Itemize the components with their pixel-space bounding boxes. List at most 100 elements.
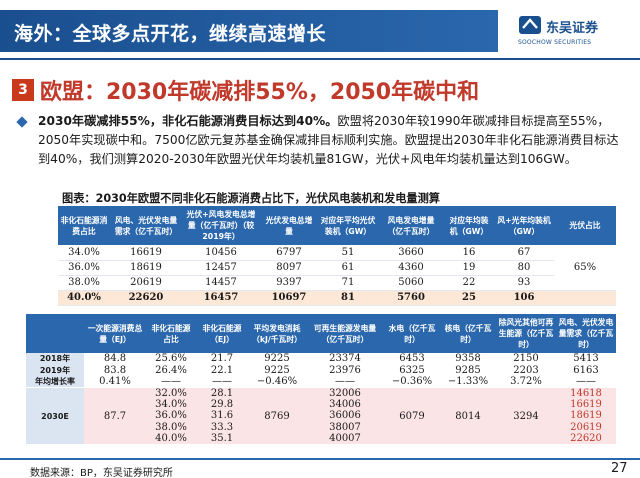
table-cell: 38.0%	[146, 421, 196, 433]
table1-header-cell: 非化石能源消费占比	[58, 206, 110, 245]
table1-header-row: 非化石能源消费占比 风电、光伏发电量需求（亿千瓦时） 光伏+风电发电总增量（亿千…	[58, 206, 616, 245]
paragraph-body: 欧盟将2030年较1990年碳减排目标提高至55%，2050年实现碳中和。750…	[38, 114, 619, 166]
table-cell: 31.6	[196, 410, 248, 422]
table-cell: 87.7	[84, 386, 146, 445]
section-title: 欧盟：2030年碳减排55%，2050年碳中和	[40, 80, 480, 105]
table2-header-cell: 除风光其他可再生能源（亿千瓦时）	[496, 314, 556, 353]
table-cell: 6079	[384, 386, 440, 445]
table-cell: 22	[444, 275, 494, 291]
table-cell: 36.0%	[146, 410, 196, 422]
table-cell: 21.7	[210, 353, 234, 365]
figure-title: 图表：2030年欧盟不同非化石能源消费占比下，光伏风电装机和发电量测算	[62, 192, 440, 205]
table-cell: 93	[494, 275, 554, 291]
data-source-note: 数据来源：BP，东吴证券研究所	[30, 468, 173, 478]
table-cell: 6163	[573, 364, 599, 376]
table-cell: 34006	[306, 398, 384, 411]
table-cell: 25	[444, 290, 494, 306]
table-cell: ——	[161, 375, 181, 387]
table-cell: 61	[318, 260, 378, 276]
logo-subtext: SOOCHOW SECURITIES	[518, 39, 592, 46]
table-cell: 20619	[110, 275, 182, 291]
table-cell: 40.0%	[58, 290, 110, 306]
table2-header-cell: 一次能源消费总量（EJ）	[84, 314, 146, 353]
table-row-2030: 38.0% 33.3 38007 20619	[26, 421, 616, 433]
table-cell: 6797	[260, 245, 318, 261]
table-cell: ——	[335, 375, 355, 387]
table-cell: 38.0%	[58, 275, 110, 291]
table-cell: 16457	[182, 290, 260, 306]
table-cell: 22620	[110, 290, 182, 306]
row-label: 年均增长率	[26, 375, 84, 388]
table-cell: −0.46%	[256, 375, 298, 387]
table-cell: 84.8	[103, 353, 127, 365]
bullet-diamond-icon	[16, 116, 28, 128]
table-cell: 40007	[306, 432, 384, 445]
table-cell: 5413	[573, 353, 599, 365]
table2-header-cell: 非化石能源占比	[146, 314, 196, 353]
table-cell: 3660	[378, 245, 444, 261]
table2-header-row: 一次能源消费总量（EJ） 非化石能源占比 非化石能源（EJ） 平均发电消耗（kJ…	[26, 314, 616, 353]
table1-header-cell: 风+光年均装机（GW）	[494, 206, 554, 245]
table-cell: 6325	[399, 364, 425, 376]
table-cell: 2203	[513, 364, 539, 376]
logo-text: 东吴证券	[546, 21, 599, 36]
table-cell-empty	[554, 290, 616, 306]
table-row-2030: 40.0% 35.1 40007 22620	[26, 432, 616, 445]
table-cell: 18619	[556, 410, 616, 422]
table1-header-cell: 光伏+风电发电总增量（亿千瓦时）（较2019年）	[182, 206, 260, 245]
table-cell: 81	[318, 290, 378, 306]
table-row-2030: 36.0% 31.6 36006 18619	[26, 410, 616, 422]
table-cell: 25.6%	[155, 353, 187, 365]
row-label: 2030E	[26, 386, 84, 445]
table-cell: ——	[212, 375, 232, 387]
table2-header-cell	[26, 314, 84, 353]
table-cell: 32.0%	[146, 386, 196, 399]
table-cell: 9225	[264, 353, 290, 365]
table-cell: 16619	[110, 245, 182, 261]
table-cell: 16	[444, 245, 494, 261]
table1-header-cell: 风电发电增量（亿千瓦时）	[378, 206, 444, 245]
table-cell: 36.0%	[58, 260, 110, 276]
table1-header-cell: 对应年均装机（GW）	[444, 206, 494, 245]
table-cell: 10697	[260, 290, 318, 306]
page-title: 海外：全球多点开花，继续高速增长	[14, 23, 327, 45]
table-cell: 40.0%	[146, 432, 196, 445]
company-logo: 东吴证券 SOOCHOW SECURITIES	[512, 8, 632, 54]
table-cell: 20619	[556, 421, 616, 433]
solar-share-cell: 65%	[554, 245, 616, 291]
table2-header-cell: 平均发电消耗（kJ/千瓦时）	[248, 314, 306, 353]
table-cell: 106	[494, 290, 554, 306]
table-cell: 26.4%	[155, 364, 187, 376]
energy-consumption-table: 一次能源消费总量（EJ） 非化石能源占比 非化石能源（EJ） 平均发电消耗（kJ…	[26, 314, 616, 445]
table1-header-cell: 对应年平均光伏装机（GW）	[318, 206, 378, 245]
table-cell: 33.3	[196, 421, 248, 433]
table-cell: 14457	[182, 275, 260, 291]
table-row: 2018年 84.8 25.6% 21.7 9225 23374 6453 93…	[26, 353, 616, 365]
paragraph-lead: 2030年碳减排55%，非化石能源消费目标达到40%。	[38, 114, 338, 128]
summary-paragraph: 2030年碳减排55%，非化石能源消费目标达到40%。欧盟将2030年较1990…	[38, 112, 628, 169]
table-cell: 8097	[260, 260, 318, 276]
table-cell: −1.33%	[447, 375, 489, 387]
table-cell: 23374	[329, 353, 361, 365]
table2-header-cell: 非化石能源（EJ）	[196, 314, 248, 353]
table-cell: 22.1	[210, 364, 234, 376]
table2-header-cell: 风电、光伏发电量需求（亿千瓦时）	[556, 314, 616, 353]
table-cell: −0.36%	[391, 375, 433, 387]
row-label: 2019年	[26, 364, 84, 376]
table-cell: 16619	[556, 398, 616, 411]
table-cell: 12457	[182, 260, 260, 276]
table-row-2030: 2030E 87.7 32.0% 28.1 8769 32006 6079 80…	[26, 386, 616, 445]
table-cell: 10456	[182, 245, 260, 261]
table-cell: 29.8	[196, 398, 248, 411]
table-cell: 22620	[556, 432, 616, 445]
table-row-2030: 34.0% 29.8 34006 16619	[26, 398, 616, 411]
header-divider	[0, 58, 640, 60]
table-cell: 35.1	[196, 432, 248, 445]
table-cell: 14618	[556, 386, 616, 399]
table-cell: 5760	[378, 290, 444, 306]
table-cell: 8014	[440, 386, 496, 445]
table-cell: 34.0%	[58, 245, 110, 261]
table-row: 年均增长率 0.41% —— —— −0.46% —— −0.36% −1.33…	[26, 375, 616, 388]
table-cell: 9358	[455, 353, 481, 365]
table-cell: 3.72%	[510, 375, 542, 387]
